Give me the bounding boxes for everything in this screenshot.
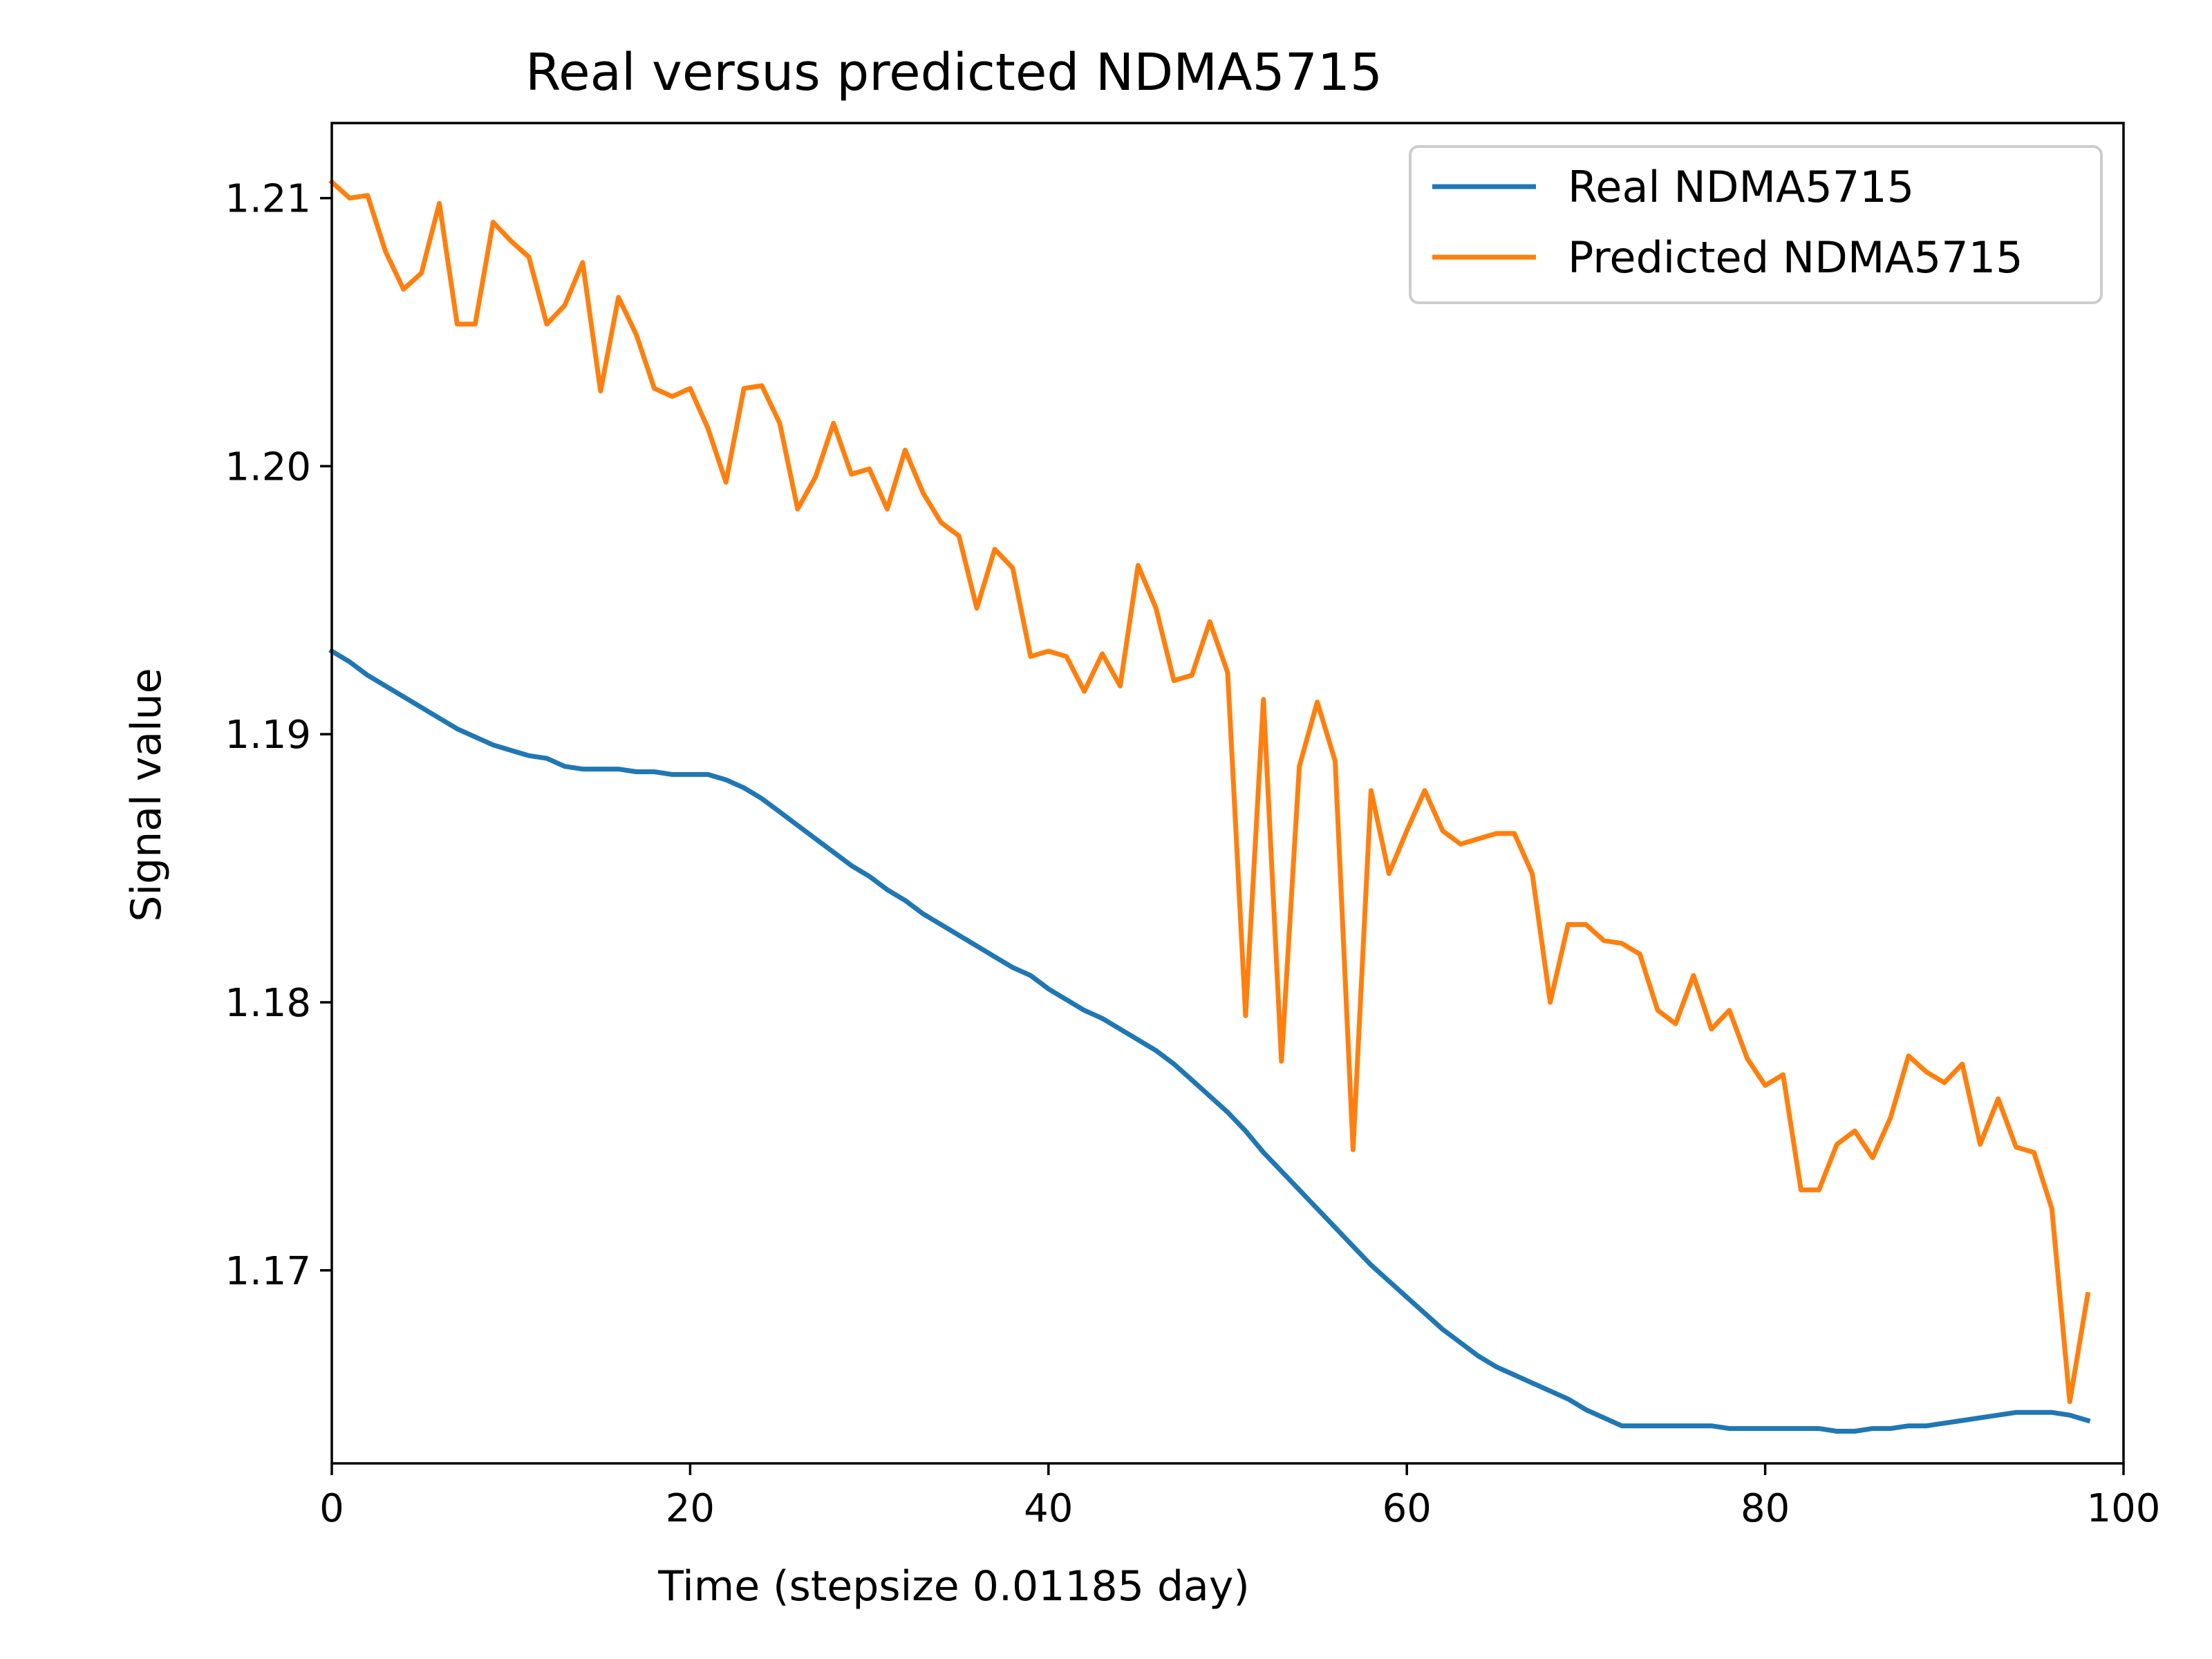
series-line-real — [328, 648, 2091, 1434]
x-tick-label: 60 — [1382, 1486, 1432, 1531]
x-axis-label: Time (stepsize 0.01185 day) — [657, 1562, 1249, 1611]
plot-frame — [330, 122, 2125, 1465]
series-line-predicted — [328, 178, 2091, 1405]
y-tick-label: 1.17 — [225, 1249, 311, 1294]
legend: Real NDMA5715 Predicted NDMA5715 — [1409, 145, 2103, 304]
x-tick-label: 20 — [666, 1486, 715, 1531]
legend-box — [1409, 145, 2103, 304]
x-tick-label: 0 — [319, 1486, 344, 1531]
y-tick-label: 1.19 — [225, 713, 311, 758]
y-tick-label: 1.20 — [225, 444, 311, 489]
y-tick-label: 1.21 — [225, 177, 311, 222]
chart-title: Real versus predicted NDMA5715 — [525, 43, 1382, 102]
y-tick-label: 1.18 — [225, 981, 311, 1026]
x-tick-label: 100 — [2087, 1486, 2161, 1531]
axes: 0 20 40 60 80 100 1.17 1.18 1.19 1.20 1.21 — [225, 122, 2161, 1531]
plot-area — [328, 178, 2091, 1434]
x-tick-label: 80 — [1741, 1486, 1790, 1531]
legend-label-real: Real NDMA5715 — [1568, 162, 1914, 212]
y-axis-label: Signal value — [122, 668, 171, 921]
x-tick-label: 40 — [1024, 1486, 1073, 1531]
legend-label-predicted: Predicted NDMA5715 — [1568, 232, 2023, 283]
